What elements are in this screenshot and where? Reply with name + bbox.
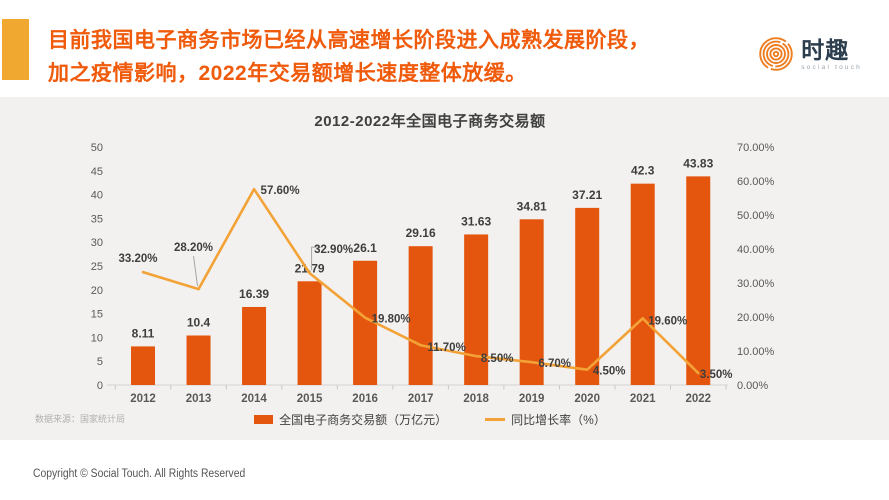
left-axis-tick-label: 35 [91,213,103,225]
chart-plot: 0 5 10 15 20 25 30 35 40 45 50 0.00% 10.00% 20.00% 30.… [91,142,775,405]
left-axis-tick-label: 45 [91,166,103,178]
bar [575,207,600,385]
social-touch-logo: 时趣 social touch [758,36,862,72]
chart-panel: 0 5 10 15 20 25 30 35 40 45 50 0.00% 10.00% 20.00% 30.… [0,97,889,440]
label-leader-line [193,256,199,287]
left-axis-tick-label: 50 [91,142,103,154]
bar-swatch-icon [254,415,274,424]
legend-label-bar: 全国电子商务交易额（万亿元） [279,413,448,427]
left-axis-tick-label: 0 [97,380,103,392]
x-axis-label: 2022 [685,393,711,405]
copyright-text: Copyright © Social Touch. All Rights Res… [33,468,246,480]
bar-value-label: 16.39 [239,287,269,301]
line-value-label: 8.50% [481,353,514,365]
bar [408,246,433,385]
right-axis-tick-label: 40.00% [737,244,775,256]
bar-value-label: 26.1 [353,241,377,255]
bar [630,183,655,385]
x-axis-label: 2012 [130,393,156,405]
right-axis-tick-label: 20.00% [737,312,775,324]
right-axis-tick-label: 50.00% [737,210,775,222]
bar [297,281,322,385]
line-value-label: 57.60% [261,185,300,197]
x-axis-label: 2015 [297,393,323,405]
data-source-note: 数据来源：国家统计局 [35,414,126,424]
line-value-label: 19.60% [648,315,687,327]
bar-value-label: 43.83 [683,156,713,170]
line-value-label: 28.20% [174,242,213,254]
bar-value-label: 34.81 [517,199,547,213]
left-axis-tick-label: 15 [91,309,103,321]
right-axis-tick-label: 60.00% [737,176,775,188]
bar-value-label: 37.21 [572,188,602,202]
line-swatch-icon [485,418,506,421]
x-axis-label: 2020 [574,393,600,405]
bar-value-label: 42.3 [631,164,655,178]
accent-block [2,19,29,80]
page-title: 目前我国电子商务市场已经从高速增长阶段进入成熟发展阶段， 加之疫情影响，2022… [48,24,748,90]
bar [242,306,267,385]
bar [519,219,544,385]
x-axis-label: 2021 [630,393,656,405]
x-axis-label: 2016 [352,393,378,405]
bar-value-label: 29.16 [406,226,436,240]
right-axis-tick-label: 30.00% [737,278,775,290]
line-value-label: 19.80% [372,314,411,326]
bar-value-label: 21.79 [295,261,325,275]
line-value-label: 32.90% [314,244,353,256]
bar [686,176,711,385]
x-axis-label: 2013 [186,393,212,405]
right-axis-tick-label: 10.00% [737,346,775,358]
chart-legend: 全国电子商务交易额（万亿元） 同比增长率（%） [0,411,860,428]
bar [464,234,489,385]
legend-label-line: 同比增长率（%） [511,413,606,427]
left-axis-tick-label: 20 [91,285,103,297]
growth-line [141,187,700,375]
bar [186,335,211,385]
bar-value-label: 8.11 [132,326,155,340]
page-title-line1: 目前我国电子商务市场已经从高速增长阶段进入成熟发展阶段， [48,29,650,52]
logo-subtitle: social touch [801,63,862,71]
bar-value-label: 31.63 [461,214,491,228]
label-leader-line [311,246,323,271]
rings-icon [759,37,794,71]
page-title-line2: 加之疫情影响，2022年交易额增长速度整体放缓。 [48,62,527,85]
line-value-label: 6.70% [538,358,571,370]
legend-item-bar: 全国电子商务交易额（万亿元） [254,411,447,428]
x-axis-label: 2017 [408,393,434,405]
right-axis-tick-label: 70.00% [737,142,775,154]
left-axis-tick-label: 30 [91,237,103,249]
x-axis-label: 2018 [463,393,489,405]
bar-value-label: 10.4 [187,315,211,329]
line-value-label: 33.20% [119,253,158,265]
line-value-label: 4.50% [593,366,626,378]
x-axis-label: 2014 [241,393,267,405]
legend-item-line: 同比增长率（%） [485,411,606,428]
right-axis-tick-label: 0.00% [737,380,768,392]
left-axis-tick-label: 10 [91,332,103,344]
left-axis-tick-label: 25 [91,261,103,273]
left-axis-tick-label: 5 [97,356,103,368]
left-axis-tick-label: 40 [91,190,103,202]
bar [131,346,156,385]
line-value-label: 11.70% [427,342,465,354]
x-axis-label: 2019 [519,393,545,405]
line-value-label: 3.50% [700,369,733,381]
chart-title: 2012-2022年全国电子商务交易额 [314,113,546,130]
logo-name: 时趣 [801,36,850,63]
